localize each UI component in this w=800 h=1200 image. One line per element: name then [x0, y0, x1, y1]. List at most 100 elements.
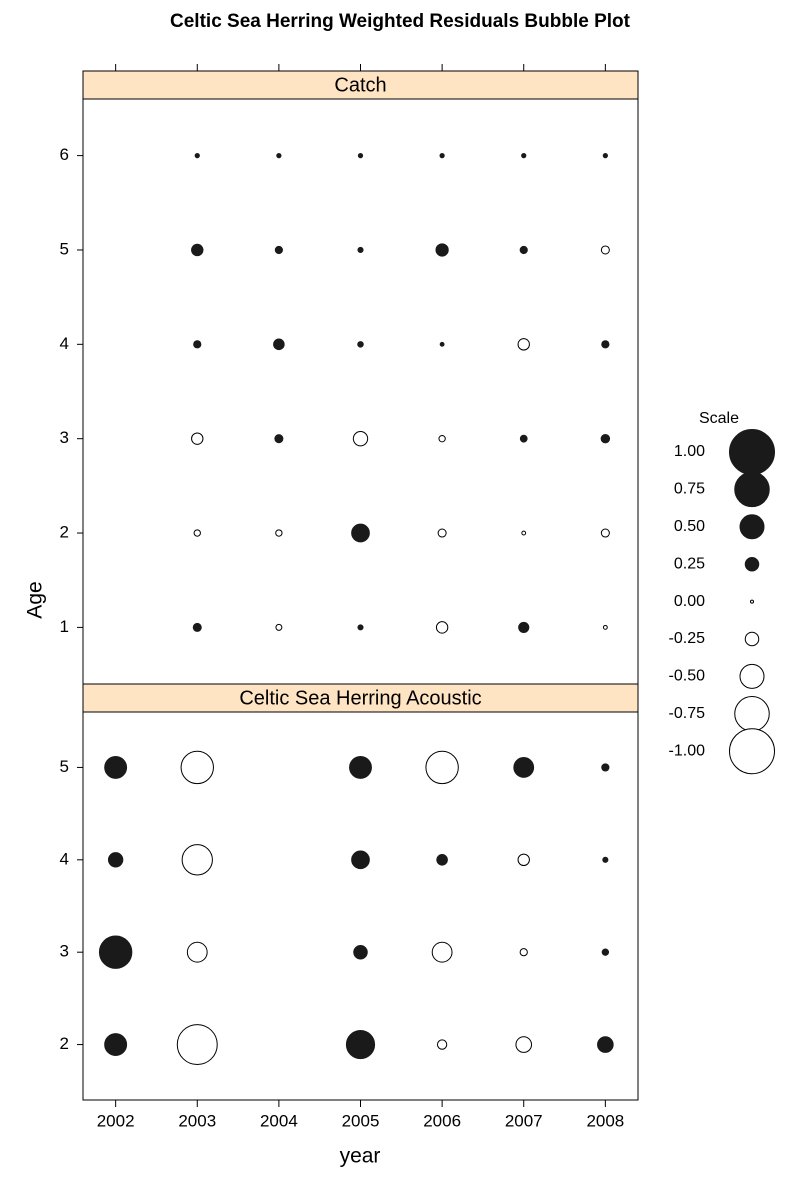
x-tick-label: 2005 [342, 1111, 380, 1130]
bubble [180, 750, 214, 785]
x-tick-label: 2006 [423, 1111, 461, 1130]
bubble [191, 243, 204, 257]
strip [82, 683, 639, 713]
y-tick-label: 4 [60, 849, 69, 868]
legend-label: 0.75 [674, 481, 705, 498]
bubble [186, 941, 208, 963]
bubble [513, 757, 535, 778]
bubble [276, 152, 282, 159]
y-tick-label: 4 [60, 334, 69, 353]
legend-label: 0.00 [674, 593, 705, 610]
bubble [517, 338, 530, 351]
strip [82, 70, 639, 100]
bubble [602, 152, 608, 159]
bubble [519, 434, 528, 443]
legend-label: 0.50 [674, 518, 705, 535]
bubble [104, 755, 128, 779]
x-tick-label: 2007 [505, 1111, 543, 1130]
bubble [357, 152, 364, 159]
bubble [194, 152, 200, 159]
bubble [519, 245, 528, 255]
x-tick-label: 2003 [178, 1111, 216, 1130]
bubble [519, 948, 528, 957]
y-tick-label: 3 [60, 428, 69, 447]
bubble [275, 529, 283, 537]
legend-bubble [734, 471, 770, 508]
panel-frame [82, 98, 639, 685]
bubble [181, 844, 213, 876]
bubble [600, 245, 610, 255]
legend-bubble [729, 429, 775, 475]
legend-bubble [739, 514, 765, 540]
bubble [601, 763, 610, 772]
y-tick-label: 2 [60, 1034, 69, 1053]
bubble [437, 528, 447, 538]
bubble [431, 941, 453, 963]
bubble [515, 1036, 533, 1053]
bubble [351, 850, 370, 870]
bubble [439, 152, 445, 159]
x-tick-label: 2008 [586, 1111, 624, 1130]
bubble [439, 341, 445, 347]
strip-label: Catch [334, 74, 386, 96]
legend-bubble [744, 556, 760, 572]
x-tick-label: 2002 [97, 1111, 135, 1130]
bubble [193, 529, 201, 537]
bubble [601, 948, 610, 956]
bubble [275, 623, 283, 631]
bubble [104, 1033, 128, 1057]
bubble [518, 621, 530, 633]
bubble [98, 935, 133, 969]
bubble [193, 340, 202, 349]
legend-bubble [750, 599, 754, 604]
y-axis-label: Age [24, 581, 47, 618]
legend-title: Scale [699, 410, 739, 427]
bubble [438, 434, 446, 443]
bubble [602, 856, 609, 863]
bubble [435, 621, 449, 634]
strip-label: Celtic Sea Herring Acoustic [239, 687, 481, 709]
bubble [273, 338, 285, 351]
bubble [425, 750, 459, 785]
bubble [436, 854, 448, 866]
bubble [353, 944, 368, 960]
y-tick-label: 6 [60, 145, 69, 164]
y-tick-label: 5 [60, 757, 69, 776]
bubble [349, 755, 372, 779]
bubble [600, 528, 610, 538]
bubble [351, 523, 370, 543]
bubble [601, 340, 610, 349]
bubble [274, 434, 284, 444]
bubble [602, 624, 608, 630]
bubble [107, 852, 124, 868]
bubble [357, 624, 364, 631]
bubble [521, 152, 527, 159]
y-tick-label: 5 [60, 239, 69, 258]
bubble [274, 245, 283, 255]
legend-label: -0.75 [669, 705, 706, 722]
legend-bubble [744, 631, 760, 647]
legend-label: -0.25 [669, 630, 706, 647]
bubble [597, 1036, 614, 1053]
bubble [176, 1024, 218, 1066]
bubble [345, 1029, 376, 1060]
bubble [517, 853, 530, 867]
legend-label: 1.00 [674, 443, 705, 460]
legend-bubble [729, 728, 775, 775]
legend-bubble [734, 696, 770, 732]
legend-label: -1.00 [669, 742, 706, 759]
y-tick-label: 1 [60, 617, 69, 636]
chart-title: Celtic Sea Herring Weighted Residuals Bu… [170, 11, 631, 32]
bubble [357, 341, 364, 348]
bubble [436, 1039, 448, 1050]
legend-bubble [739, 663, 765, 689]
bubble [600, 433, 611, 444]
bubble [352, 431, 369, 447]
x-axis-label: year [340, 1145, 381, 1168]
x-tick-label: 2004 [260, 1111, 298, 1130]
bubble [435, 243, 449, 257]
bubble [192, 622, 202, 632]
bubble [357, 246, 364, 254]
